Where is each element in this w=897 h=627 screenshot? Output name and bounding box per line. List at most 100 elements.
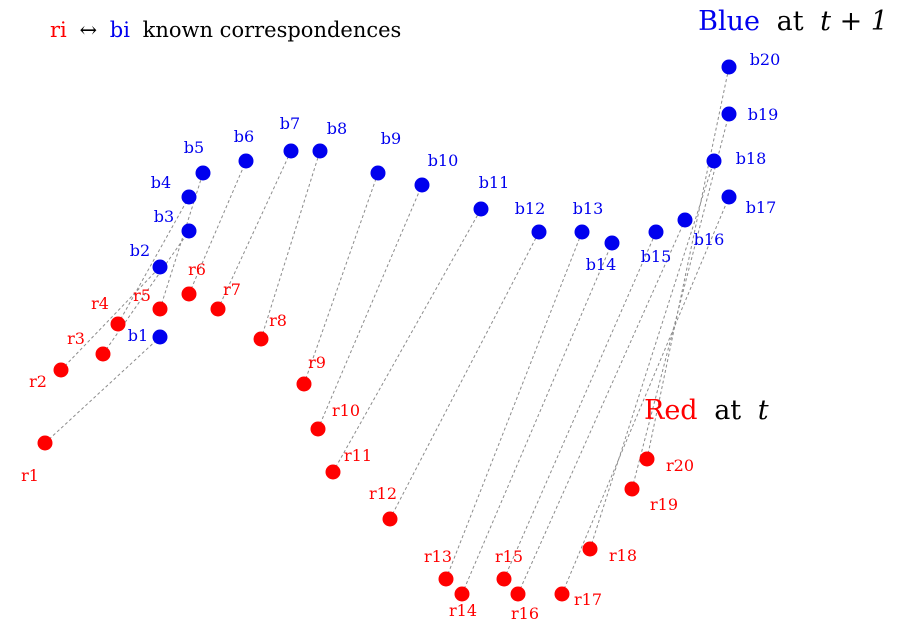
red-point-5 <box>152 301 168 317</box>
correspondence-line-2 <box>60 266 161 371</box>
blue-label-1: b1 <box>128 326 148 345</box>
red-point-7 <box>210 301 226 317</box>
red-point-2 <box>53 362 69 378</box>
blue-title-math: t + 1 <box>820 6 888 37</box>
blue-point-12 <box>531 224 547 240</box>
blue-point-7 <box>283 143 299 159</box>
blue-title-word: Blue <box>698 6 760 37</box>
correspondence-line-5 <box>159 172 204 310</box>
blue-label-15: b15 <box>641 247 672 266</box>
blue-point-14 <box>604 235 620 251</box>
red-point-15 <box>496 571 512 587</box>
red-title-word: Red <box>644 395 698 426</box>
blue-label-4: b4 <box>151 173 171 192</box>
point-labels: r1 b1 r2 b2 r3 b3 r4 b4 r5 b5 r6 b6 r7 b7 r8 b8 r9 b9 r10 b… <box>21 50 780 623</box>
red-label-16: r16 <box>511 604 539 623</box>
red-point-16 <box>510 586 526 602</box>
correspondence-line-7 <box>217 150 292 310</box>
blue-point-20 <box>721 59 737 75</box>
red-point-18 <box>582 541 598 557</box>
red-point-10 <box>310 421 326 437</box>
red-label-10: r10 <box>332 401 360 420</box>
correspondence-line-18 <box>589 160 715 550</box>
blue-point-18 <box>706 153 722 169</box>
correspondence-line-15 <box>503 231 657 580</box>
red-point-4 <box>110 316 126 332</box>
blue-title: Blue at t + 1 <box>698 6 888 37</box>
blue-point-19 <box>721 106 737 122</box>
red-title: Red at t <box>644 395 769 426</box>
red-title-suffix: at <box>714 395 741 426</box>
blue-label-9: b9 <box>381 129 401 148</box>
legend: ri ↔ bi known correspondences <box>50 18 401 42</box>
blue-label-7: b7 <box>280 114 300 133</box>
red-point-8 <box>253 331 269 347</box>
red-point-13 <box>438 571 454 587</box>
red-point-6 <box>181 286 197 302</box>
correspondence-line-13 <box>445 231 583 580</box>
red-label-11: r11 <box>344 446 372 465</box>
correspondence-line-4 <box>117 196 190 325</box>
red-label-9: r9 <box>308 353 326 372</box>
red-label-5: r5 <box>133 286 151 305</box>
blue-label-17: b17 <box>746 198 777 217</box>
legend-text: known correspondences <box>143 18 402 42</box>
blue-label-19: b19 <box>748 105 779 124</box>
correspondence-line-12 <box>389 231 540 520</box>
blue-point-2 <box>152 259 168 275</box>
blue-point-15 <box>648 224 664 240</box>
correspondence-line-10 <box>317 184 423 430</box>
red-label-12: r12 <box>369 484 397 503</box>
red-label-18: r18 <box>609 546 637 565</box>
red-point-19 <box>624 481 640 497</box>
red-label-6: r6 <box>188 260 206 279</box>
blue-label-16: b16 <box>694 230 725 249</box>
correspondence-line-17 <box>561 196 730 595</box>
blue-point-8 <box>312 143 328 159</box>
correspondence-line-6 <box>188 160 247 295</box>
blue-label-5: b5 <box>184 138 204 157</box>
red-point-12 <box>382 511 398 527</box>
legend-arrow: ↔ <box>79 18 97 42</box>
red-point-20 <box>639 451 655 467</box>
red-label-17: r17 <box>574 590 602 609</box>
red-label-3: r3 <box>67 329 85 348</box>
correspondence-line-1 <box>44 336 161 444</box>
correspondence-line-20 <box>646 66 730 460</box>
blue-label-12: b12 <box>515 199 546 218</box>
correspondence-line-19 <box>631 113 730 490</box>
red-label-19: r19 <box>650 495 678 514</box>
correspondence-line-9 <box>303 172 379 385</box>
red-label-1: r1 <box>21 466 39 485</box>
blue-point-3 <box>181 223 197 239</box>
red-point-17 <box>554 586 570 602</box>
blue-point-10 <box>414 177 430 193</box>
blue-point-17 <box>721 189 737 205</box>
blue-point-1 <box>152 329 168 345</box>
blue-label-3: b3 <box>154 207 174 226</box>
blue-point-5 <box>195 165 211 181</box>
red-label-2: r2 <box>29 372 47 391</box>
legend-ri: ri <box>50 18 67 42</box>
blue-label-11: b11 <box>479 173 510 192</box>
blue-label-8: b8 <box>327 119 347 138</box>
points <box>37 59 737 602</box>
red-point-14 <box>454 586 470 602</box>
blue-point-4 <box>181 189 197 205</box>
red-point-1 <box>37 435 53 451</box>
blue-label-6: b6 <box>234 127 254 146</box>
red-point-11 <box>325 464 341 480</box>
blue-label-14: b14 <box>586 255 617 274</box>
blue-title-suffix: at <box>777 6 804 37</box>
correspondence-line-11 <box>332 208 482 473</box>
blue-point-16 <box>677 212 693 228</box>
red-label-4: r4 <box>91 294 109 313</box>
blue-label-13: b13 <box>573 199 604 218</box>
blue-point-9 <box>370 165 386 181</box>
blue-label-20: b20 <box>750 50 781 69</box>
red-label-20: r20 <box>666 456 694 475</box>
blue-label-2: b2 <box>130 241 150 260</box>
red-label-13: r13 <box>424 547 452 566</box>
blue-point-6 <box>238 153 254 169</box>
